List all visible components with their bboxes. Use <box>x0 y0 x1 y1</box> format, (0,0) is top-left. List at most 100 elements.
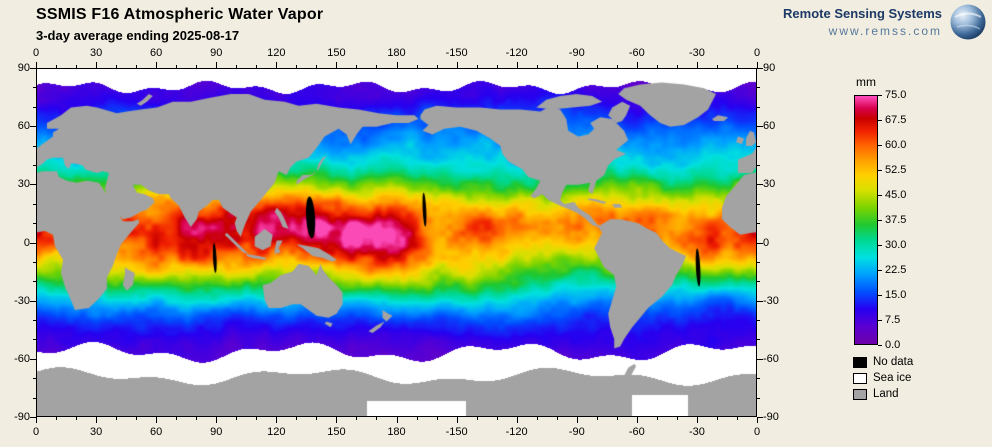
axis-tick-top <box>56 65 58 68</box>
lon-tick-label-bottom: 60 <box>150 426 163 438</box>
axis-tick-top <box>596 65 598 68</box>
axis-tick-left <box>33 397 36 399</box>
axis-tick-bottom <box>496 417 498 420</box>
axis-tick-bottom <box>416 417 418 420</box>
legend-item: No data <box>853 356 913 368</box>
colorbar-tick-label: 0.0 <box>885 339 901 351</box>
axis-tick-top <box>636 62 638 68</box>
axis-tick-right <box>757 281 760 283</box>
axis-tick-right <box>757 203 760 205</box>
lat-tick-label-left: 60 <box>17 120 30 133</box>
axis-tick-top <box>236 65 238 68</box>
axis-tick-bottom <box>376 417 378 420</box>
axis-tick-top <box>656 65 658 68</box>
axis-tick-right <box>757 126 763 128</box>
axis-tick-left <box>33 378 36 380</box>
axis-tick-right <box>757 145 760 147</box>
axis-tick-top <box>256 65 258 68</box>
colorbar-tick <box>878 270 882 271</box>
axis-tick-right <box>757 87 760 89</box>
colorbar-tick-label: 52.5 <box>885 164 907 176</box>
axis-tick-right <box>757 417 763 418</box>
axis-tick-top <box>696 62 698 68</box>
axis-tick-left <box>33 203 36 205</box>
page-subtitle: 3-day average ending 2025-08-17 <box>36 28 240 43</box>
axis-tick-left <box>33 87 36 89</box>
axis-tick-left <box>30 300 36 302</box>
axis-tick-top <box>736 65 738 68</box>
lon-tick-label-top: -60 <box>628 47 645 59</box>
axis-tick-bottom <box>276 417 278 423</box>
colorbar-tick <box>878 245 882 246</box>
axis-tick-left <box>30 417 36 418</box>
axis-tick-bottom <box>256 417 258 420</box>
axis-tick-top <box>116 65 118 68</box>
axis-tick-top <box>316 65 318 68</box>
lon-tick-label-top: 0 <box>753 47 761 59</box>
axis-tick-bottom <box>156 417 158 423</box>
axis-tick-right <box>757 184 763 186</box>
legend-label: No data <box>873 356 914 368</box>
map-plot-area <box>36 68 757 417</box>
colorbar-tick <box>878 320 882 321</box>
lon-tick-label-top: 150 <box>327 47 346 59</box>
lon-tick-label-top: 120 <box>267 47 286 59</box>
axis-tick-top <box>496 65 498 68</box>
lat-tick-label-right: -30 <box>763 294 779 307</box>
axis-tick-top <box>136 65 138 68</box>
lat-tick-label-left: 0 <box>23 236 30 249</box>
globe-logo-icon <box>950 4 986 40</box>
axis-tick-bottom <box>396 417 398 423</box>
legend-label: Sea ice <box>873 372 912 384</box>
axis-tick-bottom <box>116 417 118 420</box>
axis-tick-top <box>516 62 518 68</box>
axis-tick-top <box>356 65 358 68</box>
lat-tick-label-right: -60 <box>763 352 779 365</box>
axis-tick-right <box>757 378 760 380</box>
lon-tick-label-bottom: 30 <box>89 426 103 438</box>
axis-tick-bottom <box>96 417 98 423</box>
axis-tick-bottom <box>716 417 718 420</box>
legend-item: Land <box>853 388 899 400</box>
axis-tick-bottom <box>196 417 198 420</box>
lon-tick-label-bottom: -60 <box>628 426 645 438</box>
axis-tick-right <box>757 320 760 322</box>
axis-tick-top <box>336 62 338 68</box>
axis-tick-left <box>33 106 36 108</box>
axis-tick-right <box>757 358 763 360</box>
legend-label: Land <box>873 388 899 400</box>
page-title: SSMIS F16 Atmospheric Water Vapor <box>36 6 324 23</box>
colorbar-tick-label: 22.5 <box>885 264 907 276</box>
axis-tick-bottom <box>236 417 238 420</box>
colorbar-tick-label: 15.0 <box>885 289 907 301</box>
lat-tick-label-right: -90 <box>763 411 779 423</box>
colorbar-tick-label: 37.5 <box>885 214 907 226</box>
axis-tick-left <box>30 126 36 128</box>
axis-tick-top <box>416 65 418 68</box>
legend-swatch <box>853 388 867 400</box>
axis-tick-top <box>757 62 758 68</box>
lat-tick-label-right: 90 <box>763 62 776 74</box>
logo-org-name: Remote Sensing Systems <box>783 6 942 21</box>
axis-tick-bottom <box>696 417 698 423</box>
colorbar <box>854 95 878 345</box>
axis-tick-left <box>33 320 36 322</box>
axis-tick-bottom <box>296 417 298 420</box>
world-vapor-map-canvas <box>37 69 756 416</box>
colorbar-tick <box>878 295 882 296</box>
lon-tick-label-bottom: -90 <box>568 426 585 438</box>
lat-tick-label-left: -90 <box>14 411 30 423</box>
axis-tick-bottom <box>176 417 178 420</box>
colorbar-tick-label: 30.0 <box>885 239 907 251</box>
axis-tick-top <box>296 65 298 68</box>
axis-tick-bottom <box>656 417 658 420</box>
axis-tick-bottom <box>757 417 758 423</box>
axis-tick-top <box>396 62 398 68</box>
axis-tick-left <box>30 184 36 186</box>
remss-logo: Remote Sensing Systems www.remss.com <box>783 3 987 41</box>
lon-tick-label-bottom: -120 <box>505 426 528 438</box>
axis-tick-bottom <box>136 417 138 420</box>
axis-tick-bottom <box>316 417 318 420</box>
axis-tick-top <box>616 65 618 68</box>
axis-tick-left <box>33 164 36 166</box>
